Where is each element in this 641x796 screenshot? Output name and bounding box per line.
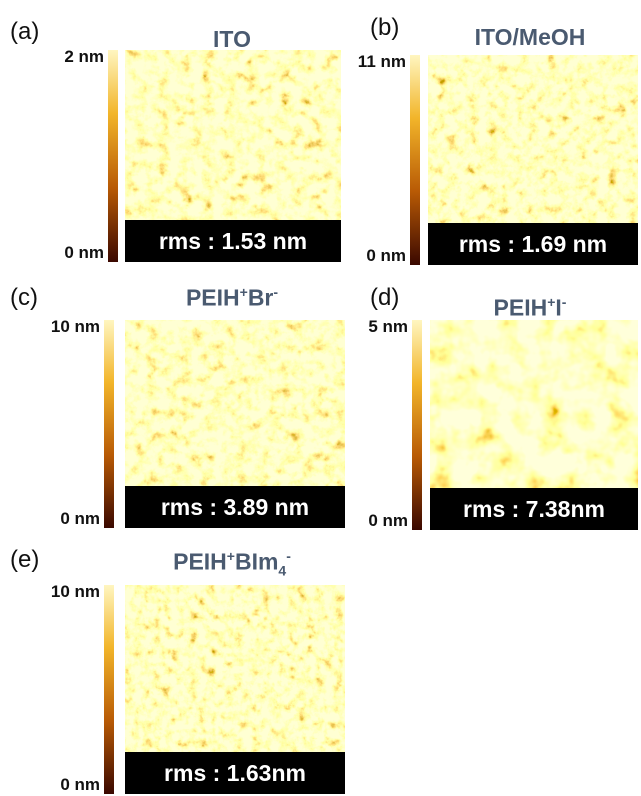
color-bar (108, 50, 118, 262)
title-part: - (273, 284, 278, 300)
scale-top: 5 nm (354, 316, 408, 338)
scale-bottom: 0 nm (352, 245, 406, 267)
color-bar-fill (108, 50, 118, 262)
color-bar-fill (410, 55, 420, 265)
panel-label: (e) (10, 546, 39, 574)
scale-bottom: 0 nm (46, 774, 100, 796)
title-part: PEIH (173, 549, 227, 575)
panel-label: (b) (370, 14, 399, 42)
color-bar-fill (104, 585, 114, 794)
panel-title: ITO (213, 26, 251, 53)
color-bar-fill (412, 320, 422, 530)
panel-title: ITO/MeOH (475, 24, 586, 51)
scale-bottom: 0 nm (46, 508, 100, 530)
scale-bottom: 0 nm (354, 510, 408, 532)
color-bar (412, 320, 422, 530)
title-part: + (240, 284, 248, 300)
title-part: 4 (278, 562, 286, 578)
title-part: + (227, 548, 235, 564)
color-bar-fill (104, 320, 114, 528)
scale-top: 10 nm (46, 581, 100, 603)
panel-title: PEIH+Br- (186, 284, 278, 312)
title-part: PEIH (494, 295, 548, 321)
title-part: - (562, 294, 567, 310)
panel-label: (c) (10, 284, 38, 312)
title-part: + (547, 294, 555, 310)
rms-label: rms : 1.63nm (125, 752, 345, 794)
color-bar (104, 320, 114, 528)
title-part: Br (248, 285, 274, 311)
panel-label: (d) (370, 284, 399, 312)
color-bar (104, 585, 114, 794)
title-part: ITO/MeOH (475, 24, 586, 50)
figure: (a) ITO 2 nm 0 nm rms : 1.53 nm (b) ITO/MeOH 11… (0, 0, 641, 794)
scale-top: 2 nm (50, 46, 104, 68)
rms-label: rms : 1.53 nm (125, 220, 341, 262)
title-part: - (286, 548, 291, 564)
title-part: ITO (213, 26, 251, 52)
title-part: BIm (235, 549, 278, 575)
color-bar (410, 55, 420, 265)
scale-bottom: 0 nm (50, 242, 104, 264)
scale-top: 11 nm (352, 51, 406, 73)
rms-label: rms : 7.38nm (430, 488, 638, 530)
rms-label: rms : 1.69 nm (428, 223, 638, 265)
panel-title: PEIH+BIm4- (173, 548, 291, 578)
panel-title: PEIH+I- (494, 294, 567, 322)
scale-top: 10 nm (46, 316, 100, 338)
panel-label: (a) (10, 18, 39, 46)
title-part: PEIH (186, 285, 240, 311)
rms-label: rms : 3.89 nm (125, 486, 345, 528)
